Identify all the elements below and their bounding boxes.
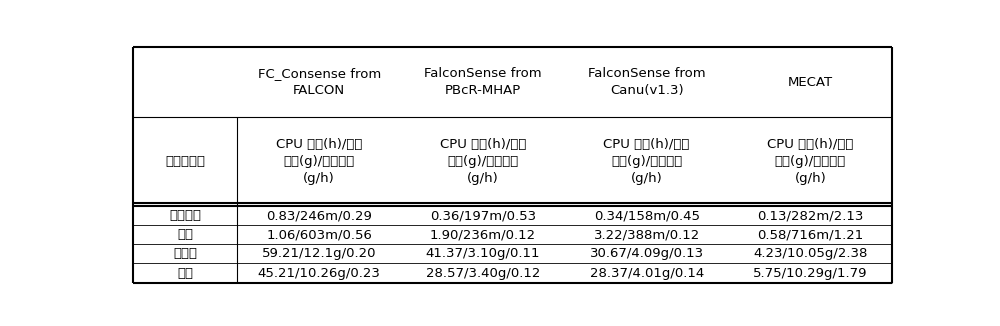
Text: 5.75/10.29g/1.79: 5.75/10.29g/1.79: [753, 267, 868, 279]
Text: 果蝇: 果蝇: [177, 267, 193, 279]
Text: 59.21/12.1g/0.20: 59.21/12.1g/0.20: [262, 247, 376, 260]
Text: 拟南芚: 拟南芚: [173, 247, 197, 260]
Text: 28.37/4.01g/0.14: 28.37/4.01g/0.14: [590, 267, 704, 279]
Text: 30.67/4.09g/0.13: 30.67/4.09g/0.13: [590, 247, 704, 260]
Text: CPU 时间(h)/数据
大小(g)/处理速度
(g/h): CPU 时间(h)/数据 大小(g)/处理速度 (g/h): [603, 138, 690, 185]
Text: MECAT: MECAT: [788, 76, 833, 89]
Text: 0.13/282m/2.13: 0.13/282m/2.13: [757, 209, 864, 222]
Text: 0.58/716m/1.21: 0.58/716m/1.21: [757, 228, 864, 241]
Text: 0.34/158m/0.45: 0.34/158m/0.45: [594, 209, 700, 222]
Text: 41.37/3.10g/0.11: 41.37/3.10g/0.11: [426, 247, 540, 260]
Text: FalconSense from
PBcR-MHAP: FalconSense from PBcR-MHAP: [424, 67, 542, 97]
Text: 0.36/197m/0.53: 0.36/197m/0.53: [430, 209, 536, 222]
Text: 1.06/603m/0.56: 1.06/603m/0.56: [266, 228, 372, 241]
Text: 1.90/236m/0.12: 1.90/236m/0.12: [430, 228, 536, 241]
Text: CPU 时间(h)/数据
大小(g)/处理速度
(g/h): CPU 时间(h)/数据 大小(g)/处理速度 (g/h): [767, 138, 854, 185]
Text: 0.83/246m/0.29: 0.83/246m/0.29: [266, 209, 372, 222]
Text: 28.57/3.40g/0.12: 28.57/3.40g/0.12: [426, 267, 540, 279]
Text: CPU 时间(h)/数据
大小(g)/处理速度
(g/h): CPU 时间(h)/数据 大小(g)/处理速度 (g/h): [276, 138, 362, 185]
Text: 3.22/388m/0.12: 3.22/388m/0.12: [594, 228, 700, 241]
Text: FalconSense from
Canu(v1.3): FalconSense from Canu(v1.3): [588, 67, 705, 97]
Text: 大肠杆菌: 大肠杆菌: [169, 209, 201, 222]
Text: FC_Consense from
FALCON: FC_Consense from FALCON: [258, 67, 381, 97]
Text: 测试数据集: 测试数据集: [165, 155, 205, 168]
Text: CPU 时间(h)/数据
大小(g)/处理速度
(g/h): CPU 时间(h)/数据 大小(g)/处理速度 (g/h): [440, 138, 526, 185]
Text: 4.23/10.05g/2.38: 4.23/10.05g/2.38: [753, 247, 868, 260]
Text: 45.21/10.26g/0.23: 45.21/10.26g/0.23: [258, 267, 381, 279]
Text: 酵母: 酵母: [177, 228, 193, 241]
